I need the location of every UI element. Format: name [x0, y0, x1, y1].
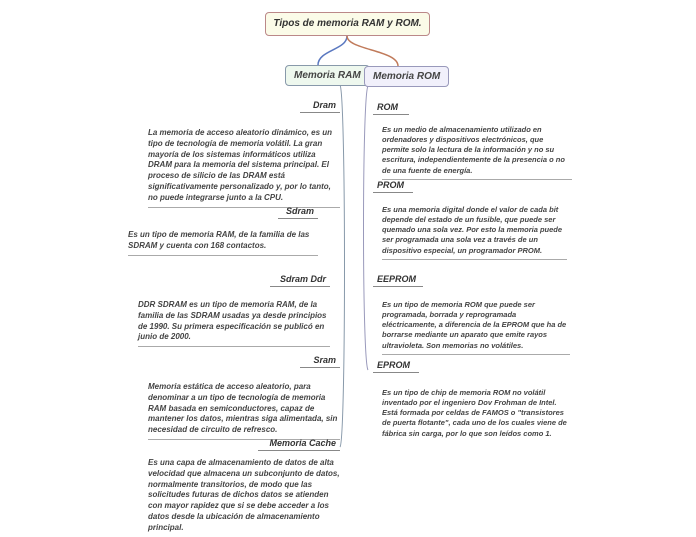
node-ram: Memoria RAM [285, 65, 370, 86]
sub-sram: Sram [300, 353, 340, 368]
sub-sdram: Sdram [278, 204, 318, 219]
desc-sdramddr: DDR SDRAM es un tipo de memoria RAM, de … [138, 300, 330, 347]
diagram-title: Tipos de memoria RAM y ROM. [265, 12, 430, 36]
node-rom: Memoria ROM [364, 66, 449, 87]
sub-rom: ROM [373, 100, 409, 115]
desc-prom: Es una memoria digital donde el valor de… [382, 205, 567, 260]
desc-cache: Es una capa de almacenamiento de datos d… [148, 458, 340, 537]
sub-sdramddr: Sdram Ddr [270, 272, 330, 287]
desc-eprom: Es un tipo de chip de memoria ROM no vol… [382, 388, 574, 442]
desc-dram: La memoria de acceso aleatorio dinámico,… [148, 128, 340, 208]
sub-eprom: EPROM [373, 358, 419, 373]
sub-dram: Dram [300, 98, 340, 113]
desc-eeprom: Es un tipo de memoria ROM que puede ser … [382, 300, 570, 355]
sub-cache: Memoria Cache [258, 436, 340, 451]
desc-sram: Memoria estática de acceso aleatorio, pa… [148, 382, 340, 440]
sub-eeprom: EEPROM [373, 272, 423, 287]
sub-prom: PROM [373, 178, 413, 193]
desc-sdram: Es un tipo de memoria RAM, de la familia… [128, 230, 318, 256]
desc-rom: Es un medio de almacenamiento utilizado … [382, 125, 572, 180]
